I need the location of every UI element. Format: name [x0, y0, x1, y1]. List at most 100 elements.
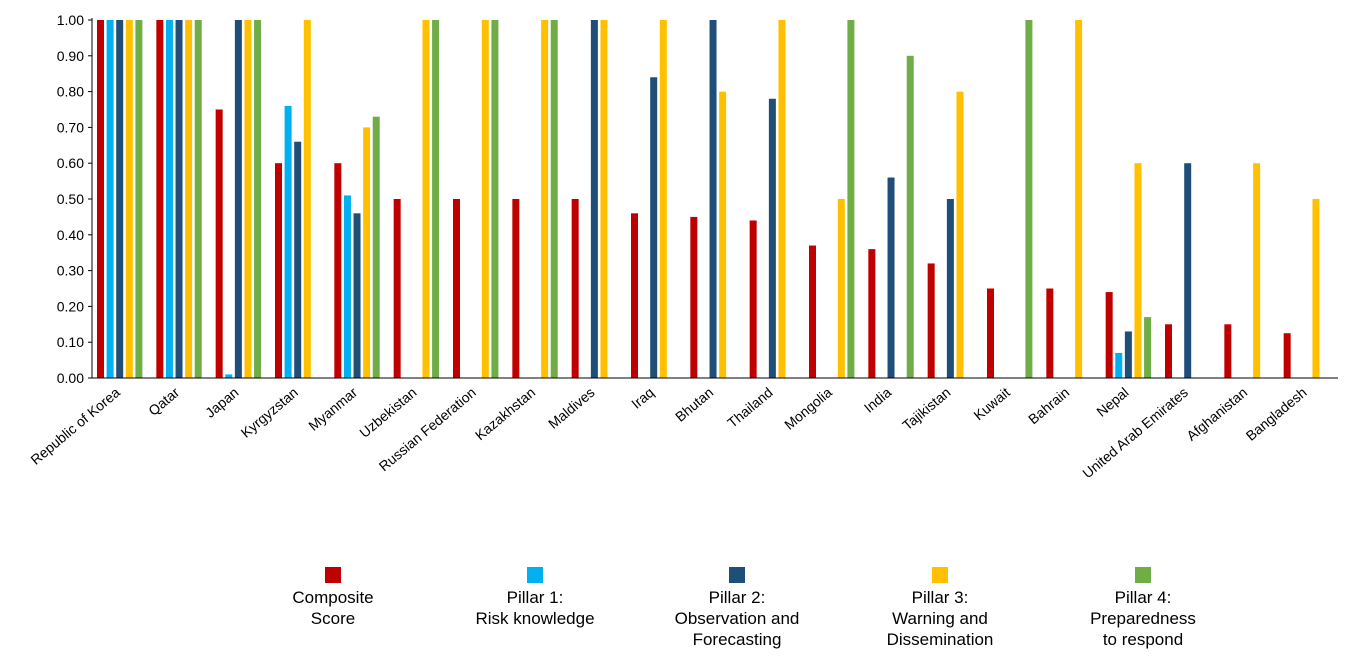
- bar: [156, 20, 164, 378]
- bar: [887, 177, 895, 378]
- y-tick-label: 0.20: [57, 298, 84, 314]
- legend-swatch: [527, 567, 543, 583]
- bar: [768, 98, 776, 378]
- bar: [165, 20, 173, 378]
- y-tick-label: 0.50: [57, 191, 84, 207]
- bar: [1312, 199, 1320, 378]
- bar: [303, 20, 311, 378]
- bar: [294, 141, 302, 378]
- y-tick-label: 0.60: [57, 155, 84, 171]
- bar: [422, 20, 430, 378]
- x-tick-label: Nepal: [1093, 384, 1131, 420]
- legend-item: Pillar 4: Preparedness to respond: [1058, 567, 1228, 650]
- bar: [481, 20, 489, 378]
- legend-item: Pillar 1: Risk knowledge: [450, 567, 620, 629]
- bar: [1105, 292, 1113, 378]
- bar: [1134, 163, 1142, 378]
- bar: [175, 20, 183, 378]
- bar: [1115, 352, 1123, 378]
- bar: [650, 77, 658, 378]
- bar: [541, 20, 549, 378]
- bar: [275, 163, 282, 378]
- bar: [778, 20, 786, 378]
- x-tick-label: United Arab Emirates: [1079, 384, 1191, 481]
- bar: [906, 55, 914, 379]
- bar: [956, 91, 964, 378]
- bar: [194, 20, 202, 378]
- bar: [868, 249, 876, 378]
- bar: [946, 199, 954, 378]
- bar: [927, 263, 935, 378]
- x-tick-label: Maldives: [545, 384, 598, 432]
- x-tick-label: Mongolia: [781, 384, 835, 433]
- bar: [709, 20, 717, 378]
- y-tick-label: 0.90: [57, 48, 84, 64]
- legend-swatch: [729, 567, 745, 583]
- legend-item: Pillar 2: Observation and Forecasting: [652, 567, 822, 650]
- bar: [1046, 288, 1054, 378]
- legend-label: Pillar 4: Preparedness to respond: [1090, 588, 1196, 649]
- bar: [1075, 20, 1083, 378]
- bar: [125, 20, 133, 378]
- bar: [1224, 324, 1232, 378]
- legend-swatch: [325, 567, 341, 583]
- x-tick-label: Tajikistan: [899, 384, 953, 433]
- x-tick-label: Republic of Korea: [27, 384, 123, 468]
- bar: [690, 216, 698, 378]
- x-tick-label: Japan: [202, 384, 242, 421]
- bar: [254, 20, 262, 378]
- bar: [659, 20, 667, 378]
- bar: [1124, 331, 1132, 378]
- x-tick-label: Myanmar: [305, 384, 360, 434]
- y-tick-label: 0.40: [57, 227, 84, 243]
- bar: [1025, 20, 1033, 378]
- bar: [1253, 163, 1261, 378]
- legend-label: Composite Score: [292, 588, 374, 628]
- bar: [631, 213, 638, 378]
- bar: [185, 20, 193, 378]
- bar: [512, 199, 520, 378]
- bar: [284, 105, 292, 379]
- x-tick-label: India: [861, 384, 895, 416]
- bar: [719, 91, 727, 378]
- x-tick-label: Afghanistan: [1183, 384, 1250, 444]
- y-tick-label: 0.10: [57, 334, 84, 350]
- x-tick-label: Bangladesh: [1243, 384, 1310, 444]
- bar: [244, 20, 252, 378]
- bar: [372, 116, 380, 378]
- bar: [106, 20, 114, 378]
- bar: [343, 195, 351, 378]
- x-tick-label: Kuwait: [970, 384, 1013, 423]
- bar: [215, 109, 223, 378]
- bar: [1165, 324, 1172, 378]
- x-tick-label: Kazakhstan: [472, 384, 538, 443]
- bar: [749, 220, 757, 378]
- bar: [847, 20, 855, 378]
- bar: [334, 163, 342, 378]
- bar: [571, 199, 579, 378]
- bar: [234, 20, 242, 378]
- bar: [135, 20, 143, 378]
- bar: [116, 20, 124, 378]
- x-tick-label: Kyrgyzstan: [238, 384, 301, 441]
- bar: [987, 288, 994, 378]
- bar: [1283, 333, 1291, 378]
- bar: [1144, 317, 1152, 378]
- legend-label: Pillar 1: Risk knowledge: [475, 588, 595, 628]
- bar: [809, 245, 816, 378]
- legend-item: Composite Score: [248, 567, 418, 629]
- x-tick-label: Bahrain: [1025, 384, 1072, 427]
- bar: [225, 374, 233, 378]
- bar: [600, 20, 608, 378]
- y-tick-label: 0.80: [57, 84, 84, 100]
- bar: [491, 20, 499, 378]
- bar: [97, 20, 104, 378]
- legend-item: Pillar 3: Warning and Dissemination: [855, 567, 1025, 650]
- bar: [453, 199, 460, 378]
- y-tick-label: 0.70: [57, 119, 84, 135]
- legend-label: Pillar 3: Warning and Dissemination: [886, 588, 994, 649]
- x-tick-label: Iraq: [628, 384, 657, 412]
- x-tick-label: Bhutan: [672, 384, 716, 425]
